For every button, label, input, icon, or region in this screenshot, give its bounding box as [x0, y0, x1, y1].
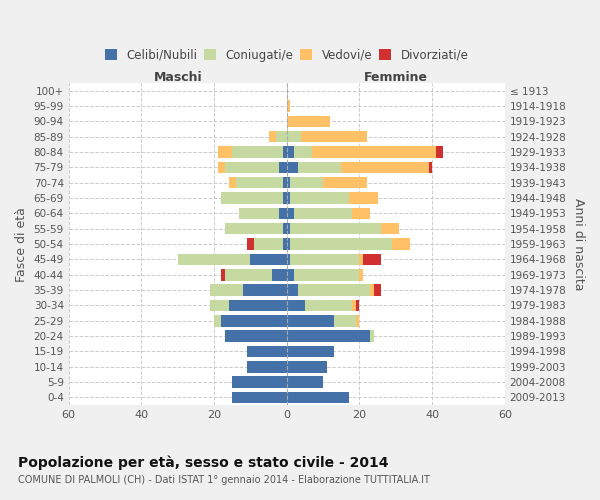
Bar [290, 192, 349, 204]
Bar [290, 223, 381, 234]
Bar [287, 392, 349, 403]
Bar [225, 223, 283, 234]
Bar [225, 162, 280, 173]
Bar [287, 192, 290, 204]
Bar [287, 131, 301, 142]
Bar [352, 300, 356, 311]
Bar [243, 284, 287, 296]
Bar [250, 254, 287, 265]
Bar [239, 208, 280, 219]
Bar [287, 162, 298, 173]
Bar [283, 223, 287, 234]
Bar [218, 162, 225, 173]
Bar [381, 223, 400, 234]
Bar [287, 254, 290, 265]
Bar [294, 208, 352, 219]
Bar [229, 177, 236, 188]
Bar [287, 284, 298, 296]
Bar [356, 300, 359, 311]
Text: Popolazione per età, sesso e stato civile - 2014: Popolazione per età, sesso e stato civil… [18, 455, 389, 469]
Bar [352, 208, 370, 219]
Text: Femmine: Femmine [364, 71, 428, 84]
Bar [283, 177, 287, 188]
Bar [283, 238, 287, 250]
Bar [272, 269, 287, 280]
Bar [287, 376, 323, 388]
Bar [312, 146, 436, 158]
Bar [428, 162, 432, 173]
Bar [290, 254, 359, 265]
Bar [359, 254, 363, 265]
Bar [287, 223, 290, 234]
Bar [225, 330, 287, 342]
Bar [276, 131, 287, 142]
Bar [283, 192, 287, 204]
Bar [218, 146, 232, 158]
Bar [287, 146, 294, 158]
Y-axis label: Fasce di età: Fasce di età [15, 206, 28, 282]
Bar [298, 284, 370, 296]
Bar [287, 269, 294, 280]
Bar [221, 192, 283, 204]
Bar [294, 269, 359, 280]
Bar [229, 300, 287, 311]
Bar [232, 392, 287, 403]
Bar [290, 238, 392, 250]
Bar [287, 330, 370, 342]
Legend: Celibi/Nubili, Coniugati/e, Vedovi/e, Divorziati/e: Celibi/Nubili, Coniugati/e, Vedovi/e, Di… [100, 44, 473, 66]
Bar [301, 131, 367, 142]
Bar [247, 361, 287, 372]
Bar [287, 300, 305, 311]
Bar [392, 238, 410, 250]
Bar [221, 269, 225, 280]
Y-axis label: Anni di nascita: Anni di nascita [572, 198, 585, 290]
Bar [287, 346, 334, 357]
Bar [290, 177, 323, 188]
Bar [287, 315, 334, 326]
Bar [178, 254, 250, 265]
Bar [370, 330, 374, 342]
Bar [236, 177, 283, 188]
Bar [287, 177, 290, 188]
Bar [232, 376, 287, 388]
Bar [341, 162, 428, 173]
Bar [247, 346, 287, 357]
Bar [254, 238, 283, 250]
Bar [287, 208, 294, 219]
Bar [294, 146, 312, 158]
Text: Maschi: Maschi [154, 71, 202, 84]
Bar [214, 315, 221, 326]
Bar [247, 238, 254, 250]
Bar [323, 177, 367, 188]
Text: COMUNE DI PALMOLI (CH) - Dati ISTAT 1° gennaio 2014 - Elaborazione TUTTITALIA.IT: COMUNE DI PALMOLI (CH) - Dati ISTAT 1° g… [18, 475, 430, 485]
Bar [436, 146, 443, 158]
Bar [370, 284, 374, 296]
Bar [225, 269, 272, 280]
Bar [334, 315, 356, 326]
Bar [349, 192, 377, 204]
Bar [280, 208, 287, 219]
Bar [356, 315, 359, 326]
Bar [283, 146, 287, 158]
Bar [374, 284, 381, 296]
Bar [269, 131, 276, 142]
Bar [211, 284, 243, 296]
Bar [298, 162, 341, 173]
Bar [287, 100, 290, 112]
Bar [287, 238, 290, 250]
Bar [211, 300, 229, 311]
Bar [305, 300, 352, 311]
Bar [359, 269, 363, 280]
Bar [280, 162, 287, 173]
Bar [287, 361, 327, 372]
Bar [232, 146, 283, 158]
Bar [221, 315, 287, 326]
Bar [363, 254, 381, 265]
Bar [287, 116, 331, 127]
